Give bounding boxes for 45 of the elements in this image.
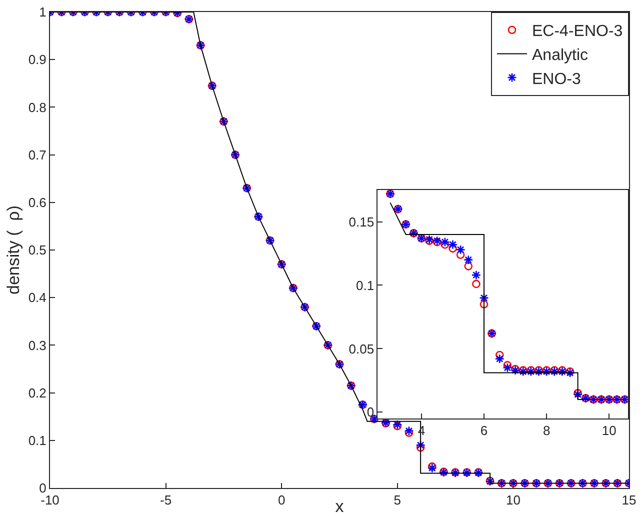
x-tick-label: 10 bbox=[602, 423, 616, 438]
point bbox=[416, 443, 425, 452]
point bbox=[472, 280, 480, 288]
legend-label: Analytic bbox=[532, 46, 588, 64]
x-axis-title: x bbox=[335, 497, 344, 516]
legend-label: ENO-3 bbox=[532, 70, 581, 88]
y-tick-label: 0.6 bbox=[28, 194, 46, 210]
point bbox=[456, 250, 465, 259]
y-tick-label: 0.15 bbox=[348, 214, 374, 230]
y-tick-label: 1 bbox=[39, 4, 46, 20]
point bbox=[448, 240, 458, 250]
y-tick-label: 0.05 bbox=[348, 341, 374, 356]
point bbox=[494, 354, 505, 364]
point bbox=[440, 240, 450, 249]
y-tick-label: 0.9 bbox=[28, 52, 46, 68]
point bbox=[404, 428, 414, 437]
x-tick-label: 6 bbox=[480, 423, 488, 438]
point bbox=[404, 426, 414, 436]
point bbox=[471, 270, 482, 280]
y-tick-label: 0.1 bbox=[28, 432, 46, 448]
x-tick-label: 5 bbox=[394, 492, 402, 508]
point bbox=[464, 262, 473, 270]
y-tick-label: 0.3 bbox=[28, 338, 46, 353]
y-tick-label: 0 bbox=[366, 404, 374, 420]
point bbox=[479, 293, 489, 303]
point bbox=[464, 254, 474, 265]
point bbox=[416, 440, 426, 450]
y-tick-label: 0.8 bbox=[28, 100, 46, 115]
x-tick-label: 8 bbox=[542, 423, 550, 438]
y-tick-label: 0.2 bbox=[28, 385, 46, 400]
point bbox=[502, 362, 512, 373]
legend-label: EC-4-ENO-3 bbox=[532, 23, 623, 40]
point bbox=[496, 350, 504, 360]
point bbox=[480, 300, 488, 308]
x-tick-label: 0 bbox=[278, 492, 286, 508]
x-tick-label: 15 bbox=[622, 492, 636, 508]
y-tick-label: 0.4 bbox=[28, 290, 46, 306]
x-tick-label: 10 bbox=[506, 492, 520, 508]
x-tick-label: -5 bbox=[160, 492, 172, 508]
y-tick-label: 0.5 bbox=[28, 242, 46, 258]
point bbox=[440, 237, 450, 247]
y-tick-label: 0.1 bbox=[356, 278, 374, 293]
y-axis-title: density ( ρ) bbox=[4, 205, 23, 295]
y-tick-label: 0.7 bbox=[28, 147, 46, 162]
point bbox=[456, 244, 466, 255]
